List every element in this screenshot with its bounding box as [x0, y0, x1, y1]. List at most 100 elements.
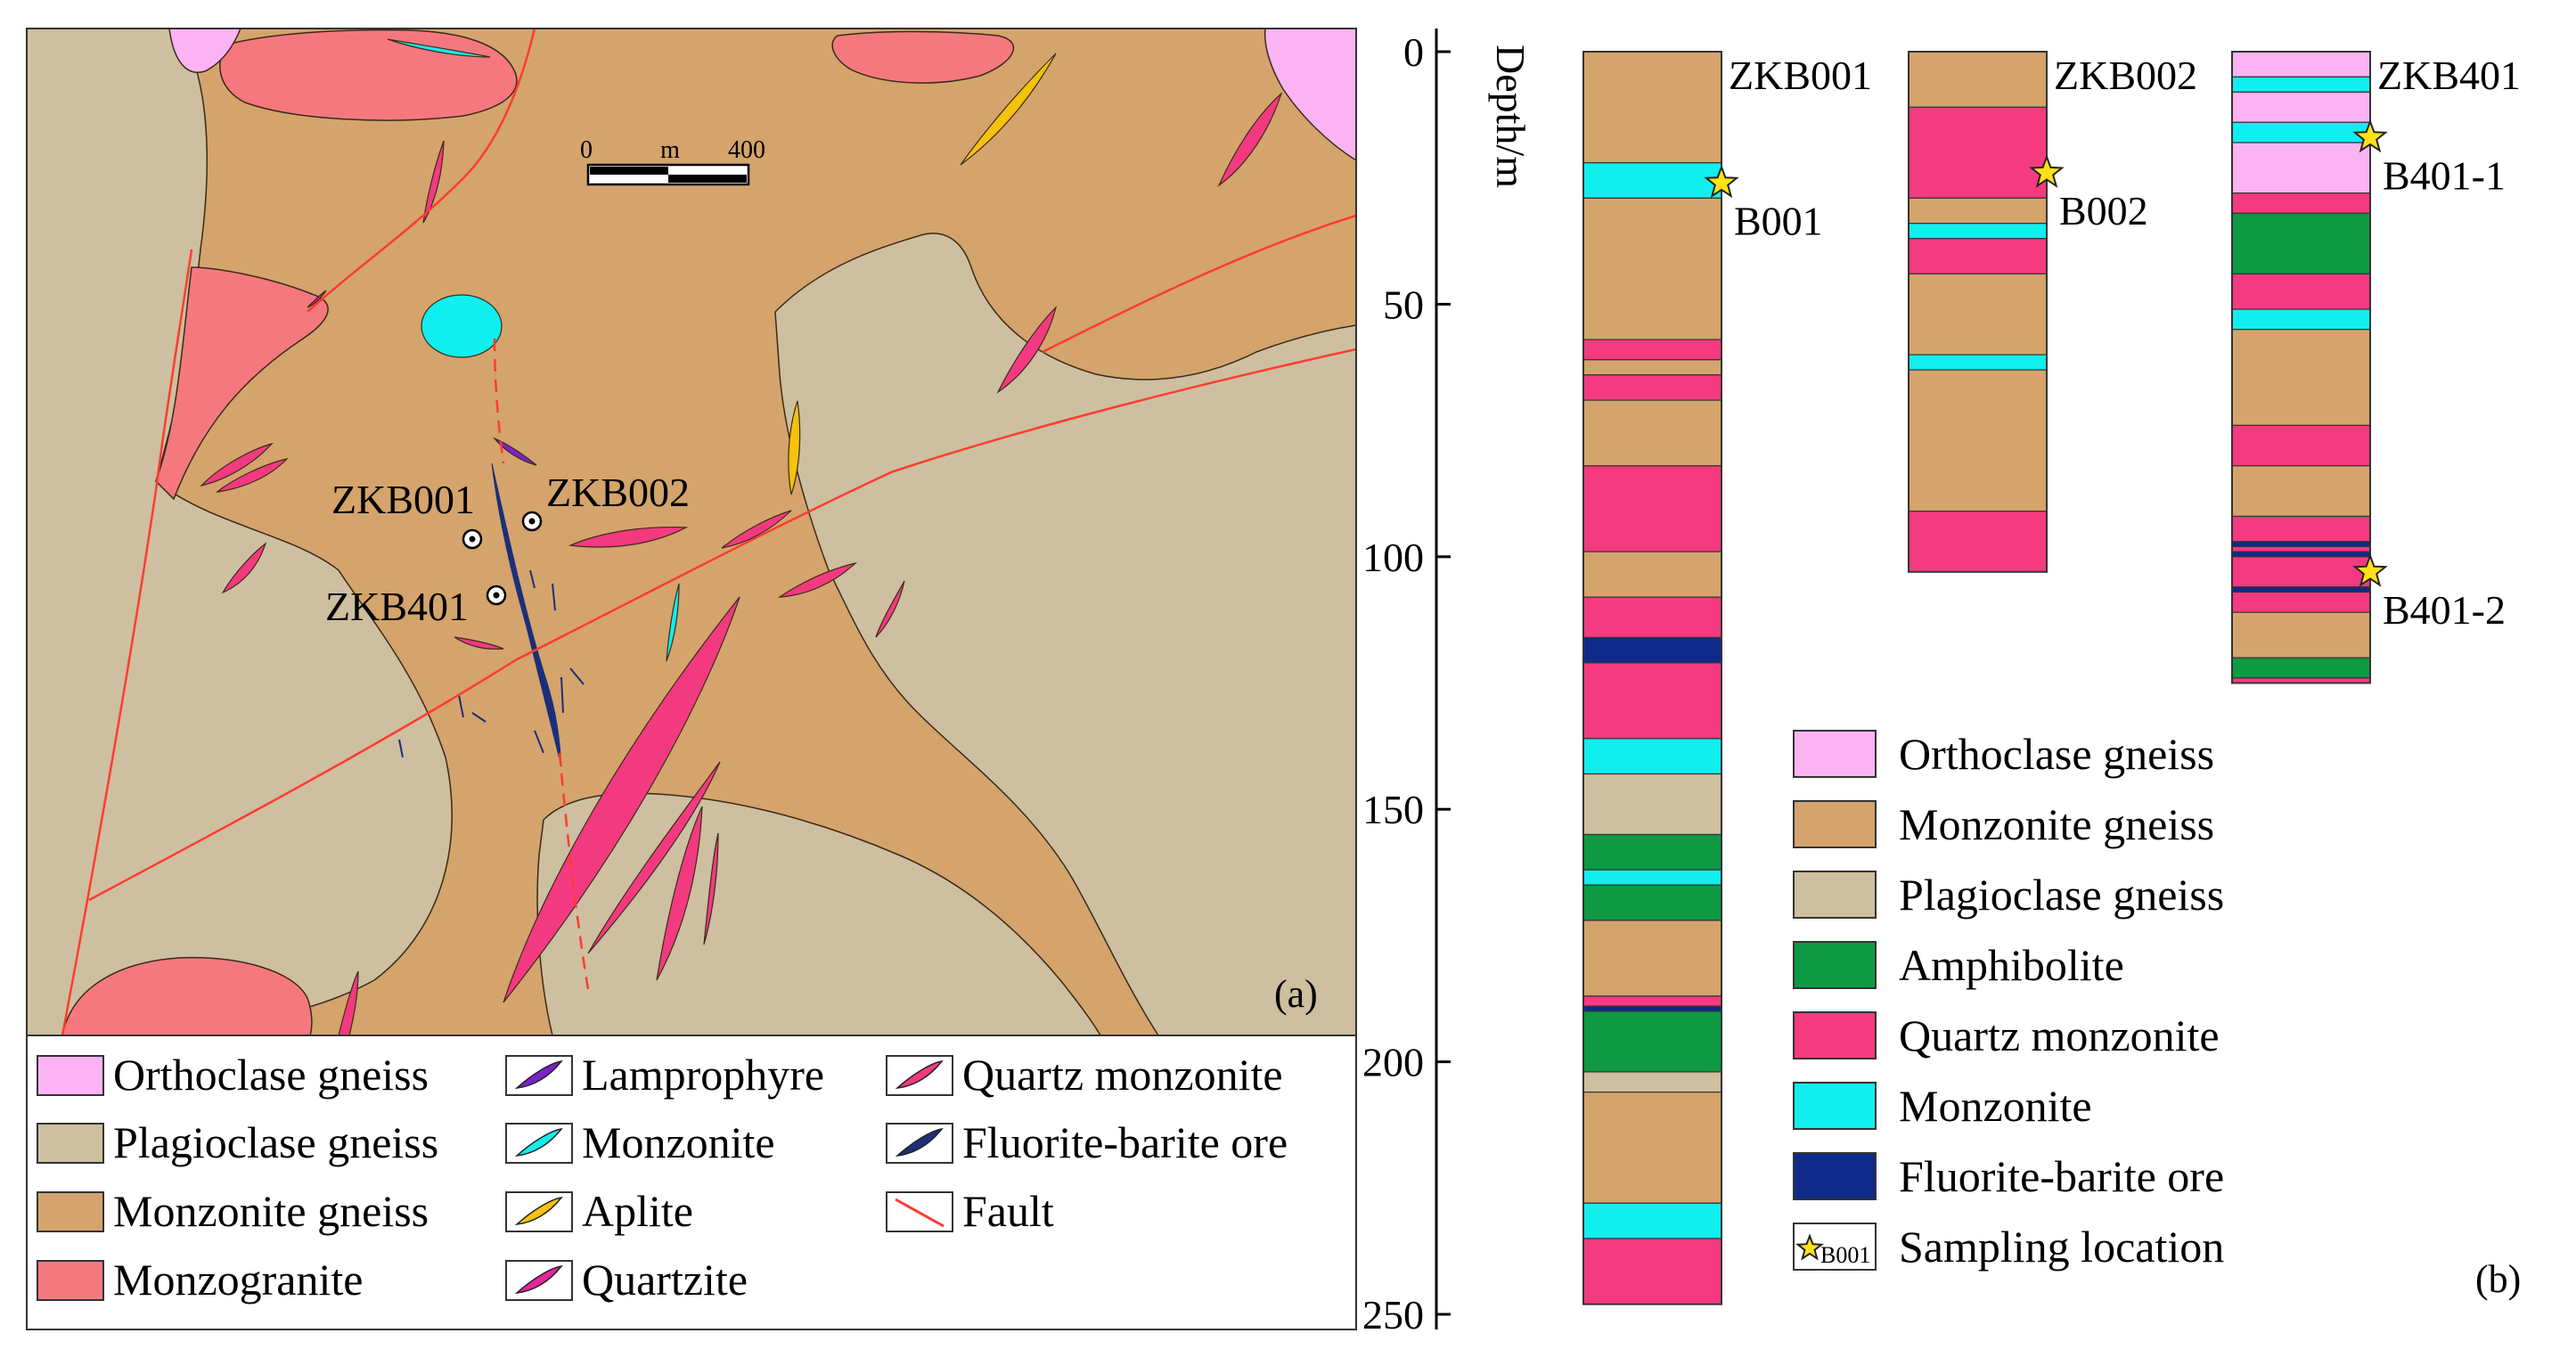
log-layer: [2231, 611, 2371, 658]
log-layer: [2231, 273, 2371, 310]
map-geology: [27, 29, 1356, 1035]
log-layer: [1908, 51, 2048, 108]
drill-hole-label: ZKB401: [325, 584, 469, 629]
log-legend-item-sampling-location: B001 Sampling location: [1793, 1222, 2224, 1272]
log-layer: [2231, 142, 2371, 194]
legend-swatch: [505, 1260, 573, 1301]
depth-tick-label: 50: [1383, 282, 1424, 327]
log-layer: [1582, 636, 1722, 664]
log-layer: [2231, 541, 2371, 548]
log-layer: [1582, 374, 1722, 401]
log-layer: [1908, 511, 2048, 573]
log-layer: [2231, 591, 2371, 613]
log-legend-label: Amphibolite: [1899, 940, 2124, 990]
map-legend-label: Orthoclase gneiss: [113, 1050, 429, 1100]
log-layer: [1582, 1202, 1722, 1239]
quartz-monzonite-lenses: [200, 92, 1283, 1035]
legend-swatch: [37, 1055, 104, 1096]
legend-swatch: [37, 1260, 104, 1301]
log-layer: [1582, 596, 1722, 639]
map-legend-item-orthoclase-gneiss: Orthoclase gneiss: [37, 1050, 429, 1100]
depth-axis: Depth/m 0 50 100 150 200 250: [1362, 29, 1533, 1337]
log-layer: [2231, 308, 2371, 331]
map-legend-label: Monzonite: [582, 1117, 775, 1167]
log-layer: [1582, 197, 1722, 340]
log-layer: [1582, 1071, 1722, 1093]
log-layer: [1582, 51, 1722, 164]
quartzite-lens: [307, 290, 327, 308]
legend-swatch: [886, 1055, 953, 1096]
sample-star-icon: [2029, 154, 2065, 188]
sample-star-icon: [1704, 164, 1739, 199]
map-legend-label: Quartzite: [582, 1255, 748, 1305]
panel-b-drill-logs: Depth/m 0 50 100 150 200 250 ZKB001 B001 ZKB002…: [1362, 28, 2558, 1337]
log-layer: [1582, 1010, 1722, 1073]
map-legend-item-quartz-monzonite: Quartz monzonite: [886, 1050, 1283, 1100]
log-layer: [2231, 76, 2371, 93]
legend-swatch: [1793, 1011, 1877, 1059]
log-legend-label: Orthoclase gneiss: [1899, 729, 2214, 779]
legend-swatch-text: B001: [1820, 1242, 1870, 1268]
log-legend: Orthoclase gneiss Monzonite gneiss Plagioc…: [1793, 729, 2224, 1272]
log-layer: [1582, 1238, 1722, 1305]
monzogranite-unit-northcentral: [831, 30, 1015, 84]
drill-hole-label: ZKB001: [331, 477, 475, 522]
drill-column-zkb002: ZKB002 B002: [1908, 51, 2197, 573]
panel-a-label: (a): [1274, 972, 1318, 1016]
log-layer: [2231, 657, 2371, 679]
map-legend-label: Monzonite gneiss: [113, 1186, 429, 1236]
drill-hole-markers: ZKB001 ZKB002 ZKB401: [325, 470, 690, 629]
legend-swatch: [37, 1191, 104, 1232]
monzogranite-unit-north: [219, 29, 518, 121]
drill-column-zkb401: ZKB401 B401-1 B401-2: [2231, 51, 2521, 684]
log-layer: [2231, 424, 2371, 467]
aplite-lenses: [788, 53, 1057, 495]
log-legend-label: Plagioclase gneiss: [1899, 870, 2224, 920]
map-legend-label: Monzogranite: [113, 1255, 363, 1305]
plagioclase-gneiss-unit-south: [536, 792, 1101, 1035]
log-layer: [2231, 192, 2371, 214]
panel-a-map: 0 m 400 ZKB001 ZKB002 ZKB401 (a) Orthocl…: [26, 28, 1357, 1330]
log-layer: [1908, 354, 2048, 371]
scale-bar-start: 0: [580, 136, 593, 164]
map-legend-label: Fault: [962, 1186, 1054, 1236]
map-legend-item-monzonite: Monzonite: [505, 1117, 775, 1167]
map-legend-item-monzogranite: Monzogranite: [37, 1255, 363, 1305]
map-legend-item-fluorite-barite-ore: Fluorite-barite ore: [886, 1117, 1288, 1167]
scale-bar-unit: m: [660, 136, 680, 164]
log-layer: [1908, 273, 2048, 356]
drill-column-zkb001: ZKB001 B001: [1582, 51, 1872, 1305]
log-layer: [1582, 662, 1722, 740]
log-legend-label: Monzonite: [1899, 1081, 2092, 1131]
log-legend-item-amphibolite: Amphibolite: [1793, 940, 2124, 990]
log-legend-item-fluorite-barite-ore: Fluorite-barite ore: [1793, 1151, 2224, 1201]
log-legend-item-orthoclase-gneiss: Orthoclase gneiss: [1793, 729, 2214, 779]
log-layer: [1582, 162, 1722, 199]
depth-tick-label: 200: [1362, 1040, 1424, 1085]
column-outline: [1582, 51, 1722, 1305]
legend-swatch: [505, 1191, 573, 1232]
log-layer: [2231, 545, 2371, 552]
legend-swatch: [886, 1123, 953, 1164]
legend-swatch: [505, 1055, 573, 1096]
column-name: ZKB002: [2054, 53, 2197, 98]
log-layer: [1582, 359, 1722, 376]
log-layer: [1582, 465, 1722, 552]
lamprophyre-lens: [493, 437, 537, 466]
sample-label: B401-2: [2383, 587, 2506, 633]
log-layer: [1582, 869, 1722, 886]
legend-swatch: [1793, 941, 1877, 989]
log-layer: [2231, 51, 2371, 78]
log-legend-item-quartz-monzonite: Quartz monzonite: [1793, 1010, 2220, 1060]
sample-label: B001: [1734, 198, 1823, 243]
log-layer: [1582, 738, 1722, 775]
log-legend-label: Quartz monzonite: [1899, 1010, 2220, 1060]
log-layer: [1908, 223, 2048, 240]
monzogranite-unit-southwest: [61, 956, 313, 1035]
log-layer: [1908, 197, 2048, 225]
orthoclase-gneiss-unit-ne: [1263, 29, 1356, 161]
column-name: ZKB001: [1729, 53, 1872, 98]
legend-swatch: [505, 1123, 573, 1164]
column-name: ZKB401: [2377, 53, 2521, 98]
